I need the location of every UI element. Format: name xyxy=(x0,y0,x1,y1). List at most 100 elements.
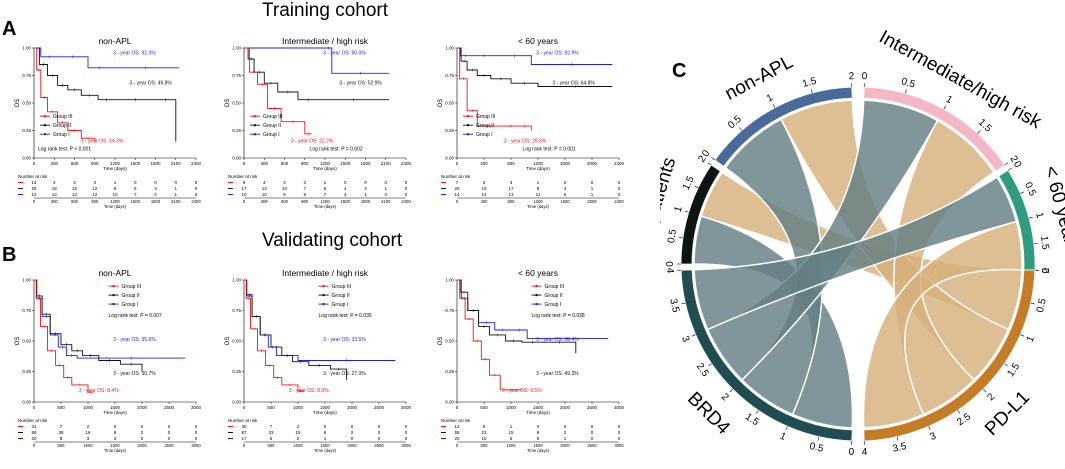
logrank-label: Log rank test: P = 0.002 xyxy=(310,146,363,152)
risk-cell: 8 xyxy=(537,186,540,191)
km-curve-group-i xyxy=(244,280,395,361)
chord-tick xyxy=(708,163,711,165)
km-curve-group-iii xyxy=(34,280,93,392)
chord-tick-label: 1.5 xyxy=(801,76,818,90)
risk-cell: 7 xyxy=(270,424,273,429)
chord-tick-label: 1 xyxy=(778,431,788,443)
chord-tick-label: 1.5 xyxy=(1038,235,1051,250)
risk-cell: 0 xyxy=(174,180,177,185)
os-label: 3 - year OS: 14.3% xyxy=(81,139,124,145)
risk-axis-tick: 0 xyxy=(243,443,246,448)
chord-tick-label: 0.5 xyxy=(900,76,917,90)
legend-marker xyxy=(322,294,324,296)
risk-cell: 0 xyxy=(618,430,621,435)
x-tick-label: 400 xyxy=(480,161,488,166)
os-label: 3 - year OS: 30.7% xyxy=(113,371,156,377)
risk-cell: 1 xyxy=(324,436,327,441)
chord-tick xyxy=(1020,335,1024,337)
y-axis-label: OS xyxy=(225,99,231,108)
os-label: 3 - year OS: 28.6% xyxy=(504,139,547,145)
x-tick-label: 1500 xyxy=(130,161,141,166)
x-tick-label: 500 xyxy=(267,405,275,410)
risk-cell: 7 xyxy=(60,424,63,429)
risk-cell: 2 xyxy=(154,192,157,197)
km-title: non-APL xyxy=(98,268,131,278)
risk-cell: 1 xyxy=(537,180,540,185)
chord-tick-label: 1 xyxy=(944,94,955,107)
risk-cell: 6 xyxy=(564,192,567,197)
risk-cell: 1 xyxy=(591,186,594,191)
risk-cell: 1 xyxy=(591,192,594,197)
risk-cell: 2 xyxy=(297,424,300,429)
risk-cell: 0 xyxy=(195,186,198,191)
x-tick-label: 2000 xyxy=(347,405,358,410)
chord-tick xyxy=(1008,168,1011,170)
y-tick-label: 0.50 xyxy=(22,101,31,106)
chord-tick xyxy=(708,364,711,366)
risk-cell: 1 xyxy=(324,180,327,185)
risk-cell: 0 xyxy=(384,180,387,185)
legend-label: Group III xyxy=(263,114,282,120)
os-label: 3 - year OS: 52.9% xyxy=(339,80,382,86)
risk-axis-tick: 400 xyxy=(481,199,489,204)
risk-axis-tick: 1800 xyxy=(151,199,161,204)
risk-cell: 10 xyxy=(112,192,118,197)
risk-cell: 0 xyxy=(384,192,387,197)
risk-cell: 0 xyxy=(195,436,198,441)
legend-marker xyxy=(254,115,256,117)
chord-tick-label: 1.5 xyxy=(1005,361,1022,379)
y-tick-label: 1.00 xyxy=(445,46,454,51)
risk-axis-tick: 1000 xyxy=(293,443,303,448)
risk-axis-tick: 1500 xyxy=(341,199,351,204)
risk-axis-tick: 2100 xyxy=(381,199,391,204)
chord-tick xyxy=(929,426,931,430)
chord-tick xyxy=(1029,217,1033,218)
risk-axis-label: Time (days) xyxy=(104,448,127,453)
risk-cell: 0 xyxy=(168,436,171,441)
chord-tick-label: 3 xyxy=(928,431,938,443)
km-svg: Intermediate / high risk0.000.250.500.75… xyxy=(220,268,420,458)
risk-cell: 0 xyxy=(114,424,117,429)
risk-cell: 0 xyxy=(154,180,157,185)
risk-cell: 31 xyxy=(31,424,37,429)
chord-tick xyxy=(712,158,715,160)
risk-cell: 4 xyxy=(564,186,567,191)
os-label: 3 - year OS: 33.5% xyxy=(323,337,366,343)
risk-cell: 5 xyxy=(537,436,540,441)
risk-axis-tick: 600 xyxy=(281,199,289,204)
os-label: 3 - year OS: 92.9% xyxy=(536,51,579,57)
risk-axis-tick: 600 xyxy=(71,199,79,204)
risk-cell: 7 xyxy=(134,192,137,197)
x-tick-label: 2000 xyxy=(137,405,148,410)
legend-label: Group II xyxy=(122,293,140,299)
risk-cell: 30 xyxy=(241,424,247,429)
chord-tick-label: 0.5 xyxy=(726,113,744,131)
km-curve-group-i xyxy=(244,48,389,73)
risk-cell: 1 xyxy=(174,186,177,191)
risk-cell: 0 xyxy=(564,180,567,185)
risk-cell: 0 xyxy=(405,186,408,191)
risk-cell: 17 xyxy=(241,186,247,191)
x-axis-label: Time (days) xyxy=(103,410,127,415)
risk-cell: 4 xyxy=(344,192,347,197)
x-tick-label: 2400 xyxy=(614,161,625,166)
risk-axis-tick: 300 xyxy=(261,199,269,204)
chord-tick-label: 0 xyxy=(848,447,854,458)
risk-cell: 88 xyxy=(31,430,37,435)
risk-cell: 2 xyxy=(141,430,144,435)
x-tick-label: 600 xyxy=(281,161,289,166)
km-title: < 60 years xyxy=(518,36,558,46)
chord-tick-label: 3 xyxy=(679,334,691,344)
legend-label: Group III xyxy=(332,284,351,290)
risk-cell: 10 xyxy=(262,192,268,197)
legend-marker xyxy=(467,115,469,117)
x-tick-label: 2100 xyxy=(381,161,392,166)
y-tick-label: 0.00 xyxy=(232,156,241,161)
y-tick-label: 0.50 xyxy=(445,339,454,344)
risk-cell: 3 xyxy=(93,180,96,185)
